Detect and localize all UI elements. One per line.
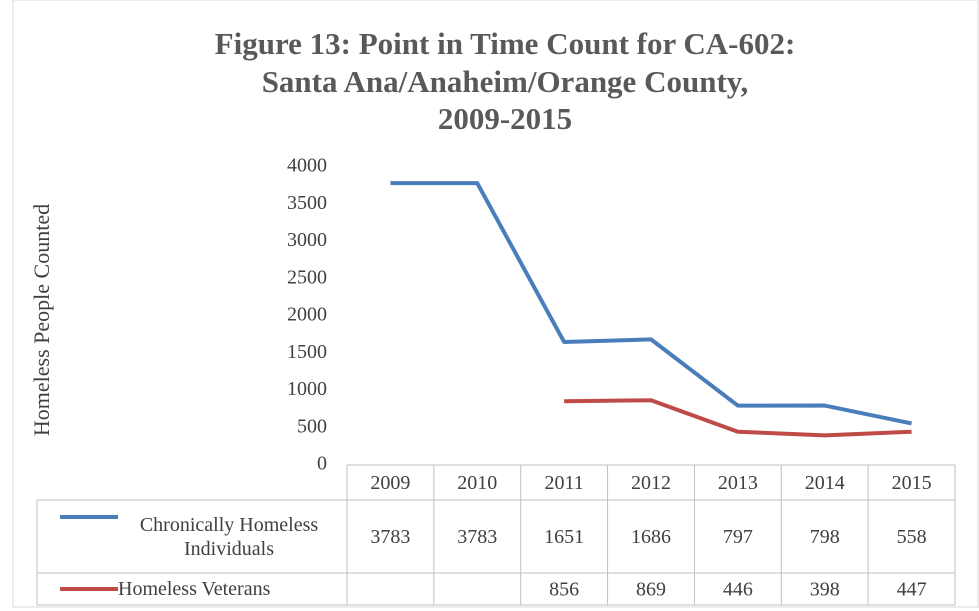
table-value: 558 bbox=[897, 526, 927, 548]
y-tick-label: 4000 bbox=[287, 155, 327, 177]
table-value: 856 bbox=[549, 579, 579, 601]
chart-frame bbox=[12, 0, 979, 608]
table-value: 446 bbox=[723, 579, 753, 601]
y-tick-label: 1000 bbox=[287, 378, 327, 400]
table-value: 1686 bbox=[631, 526, 671, 548]
y-tick-label: 3500 bbox=[287, 192, 327, 214]
y-tick-label: 2500 bbox=[287, 266, 327, 288]
table-value: 447 bbox=[897, 579, 927, 601]
y-tick-label: 1500 bbox=[287, 341, 327, 363]
table-value: 797 bbox=[723, 526, 753, 548]
chart-title: Figure 13: Point in Time Count for CA-60… bbox=[215, 26, 796, 61]
x-tick-label: 2014 bbox=[805, 472, 845, 494]
x-tick-label: 2013 bbox=[718, 472, 758, 494]
series-line bbox=[564, 398, 912, 438]
legend-label: Chronically Homeless Individuals bbox=[139, 513, 319, 560]
y-axis-label: Homeless People Counted bbox=[29, 204, 54, 436]
legend-label-box: Chronically Homeless Individuals bbox=[139, 513, 319, 560]
table-value: 3783 bbox=[370, 526, 410, 548]
table-value: 1651 bbox=[544, 526, 584, 548]
legend-label: Homeless Veterans bbox=[118, 578, 271, 600]
table-value: 869 bbox=[636, 579, 666, 601]
x-tick-label: 2015 bbox=[892, 472, 932, 494]
y-tick-label: 500 bbox=[297, 415, 327, 437]
y-tick-label: 3000 bbox=[287, 229, 327, 251]
legend-label-box: Homeless Veterans bbox=[118, 578, 271, 600]
x-tick-label: 2011 bbox=[545, 472, 584, 494]
y-tick-label: 2000 bbox=[287, 304, 327, 326]
x-tick-label: 2009 bbox=[370, 472, 410, 494]
table-value: 398 bbox=[810, 579, 840, 601]
y-tick-label: 0 bbox=[317, 453, 327, 475]
table-value: 3783 bbox=[457, 526, 497, 548]
table-value: 798 bbox=[810, 526, 840, 548]
x-tick-label: 2010 bbox=[457, 472, 497, 494]
x-tick-label: 2012 bbox=[631, 472, 671, 494]
chart-title: Santa Ana/Anaheim/Orange County, bbox=[262, 64, 749, 99]
chart-title: 2009-2015 bbox=[438, 101, 572, 136]
series-line bbox=[390, 181, 912, 426]
